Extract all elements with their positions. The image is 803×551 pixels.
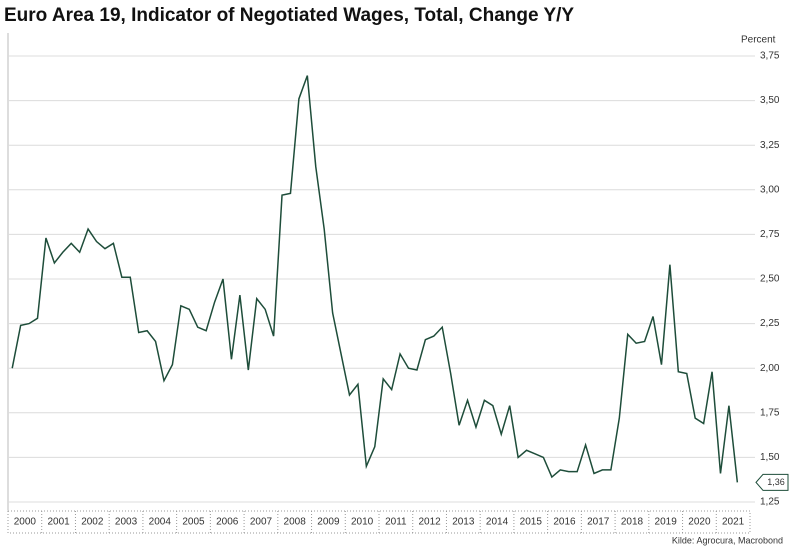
x-tick-label: 2011 [385,517,407,528]
x-tick-label: 2004 [149,517,172,528]
y-tick-label: 3,00 [760,184,780,195]
x-tick-label: 2015 [520,517,543,528]
y-tick-label: 1,50 [760,452,780,463]
x-tick-label: 2007 [250,517,273,528]
x-tick-label: 2013 [452,517,475,528]
x-tick-label: 2012 [418,517,441,528]
y-tick-label: 2,00 [760,363,780,374]
value-label-box [755,473,789,491]
x-tick-label: 2021 [722,517,745,528]
x-tick-label: 2006 [216,517,239,528]
x-tick-label: 2002 [81,517,104,528]
y-tick-label: 3,50 [760,95,780,106]
source: Kilde: Agrocura, Macrobond [672,535,783,545]
x-tick-label: 2014 [486,517,509,528]
x-tick-label: 2003 [115,517,138,528]
x-tick-label: 2010 [351,517,374,528]
y-tick-label: 2,50 [760,274,780,285]
y-tick-label: 3,75 [760,51,780,62]
x-tick-label: 2009 [317,517,340,528]
value-label: 1,36 [767,477,785,487]
x-tick-label: 2016 [553,517,576,528]
x-tick-label: 2005 [182,517,205,528]
x-tick-label: 2008 [284,517,307,528]
y-tick-label: 1,75 [760,407,780,418]
chart-title: Euro Area 19, Indicator of Negotiated Wa… [4,5,574,26]
y-tick-label: 1,25 [760,497,780,508]
x-tick-label: 2018 [621,517,644,528]
x-tick-label: 2000 [14,517,37,528]
x-tick-label: 2001 [47,517,70,528]
y-tick-label: 2,75 [760,229,780,240]
y-axis-label: Percent [741,35,776,46]
y-tick-label: 3,25 [760,140,780,151]
x-tick-label: 2017 [587,517,610,528]
x-tick-label: 2019 [655,517,678,528]
y-tick-label: 2,25 [760,318,780,329]
x-tick-label: 2020 [688,517,711,528]
line-series [11,75,739,483]
